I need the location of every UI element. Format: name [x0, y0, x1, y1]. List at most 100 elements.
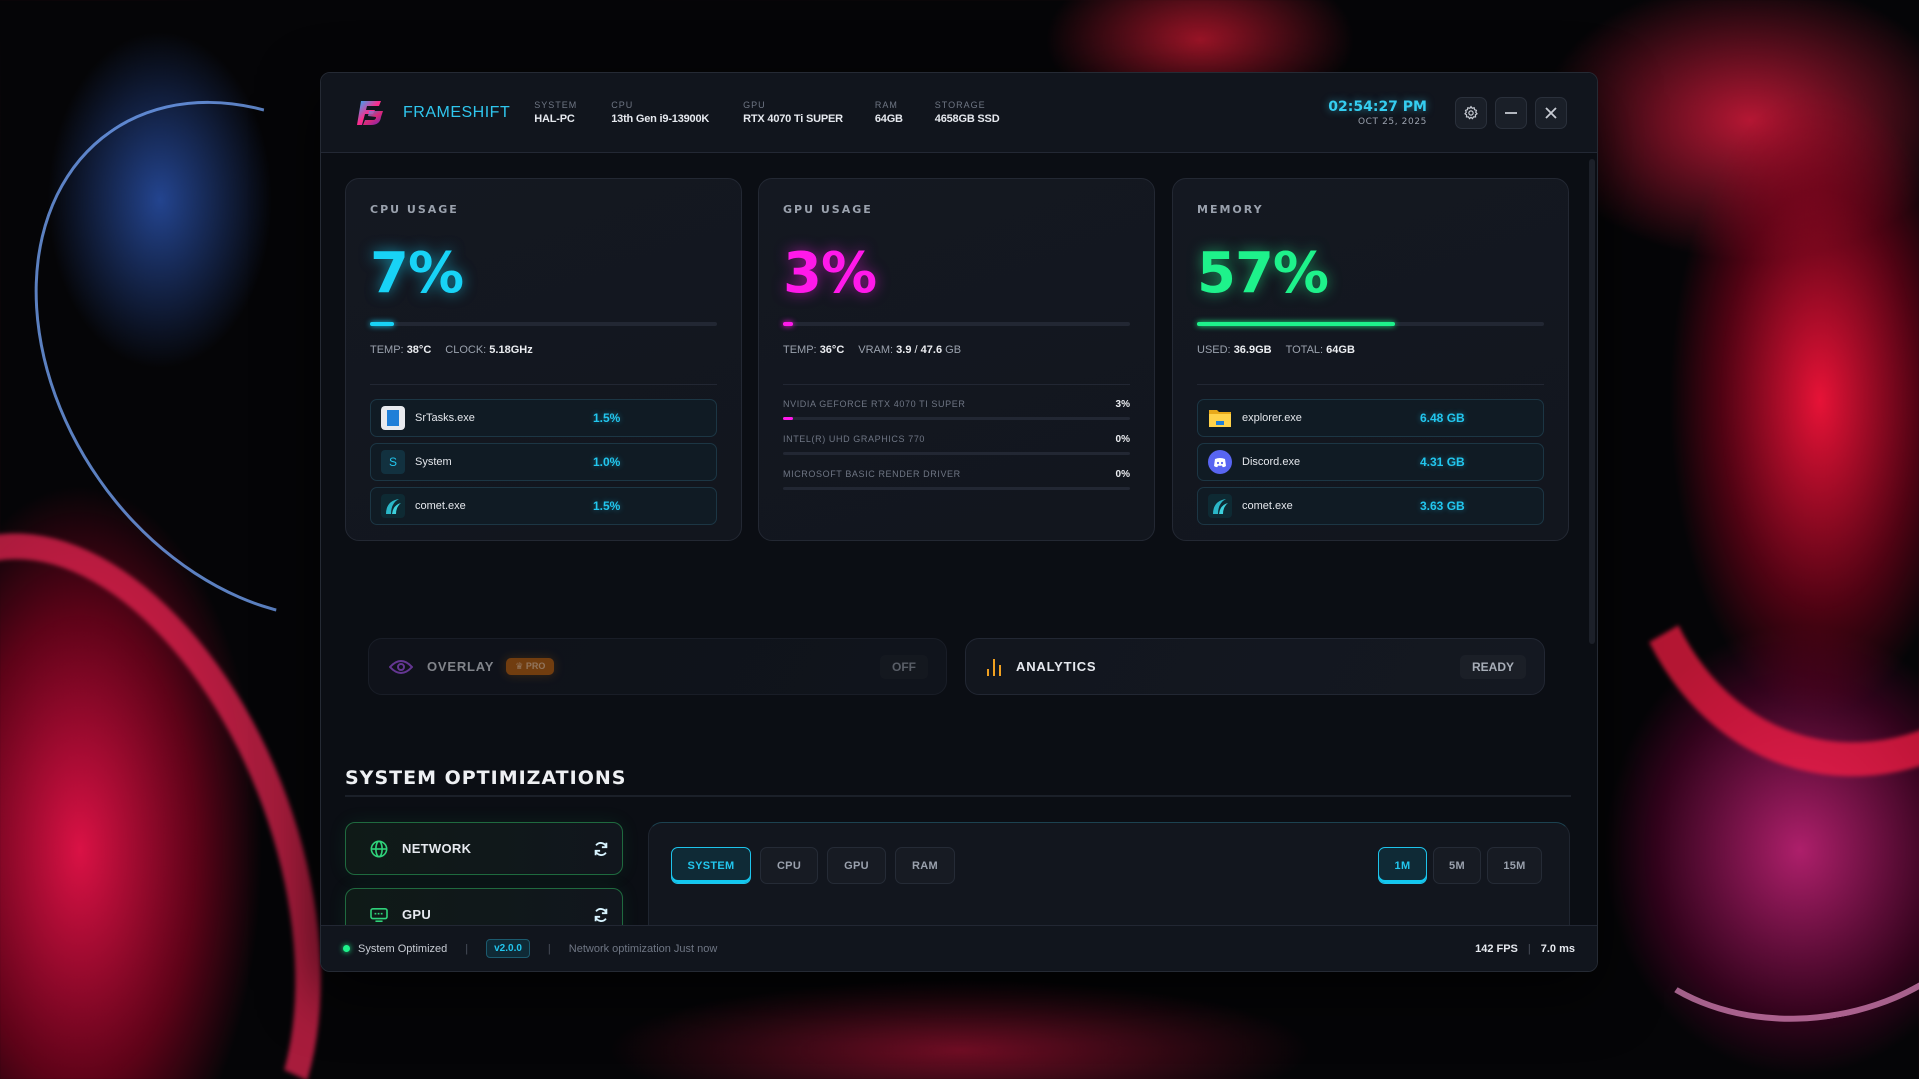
app-brand: FRAMESHIFT — [403, 103, 511, 121]
gpu-usage-card: GPU USAGE 3% TEMP: 36°C VRAM: 3.9 / 47.6 … — [758, 178, 1155, 541]
eye-icon — [389, 659, 413, 674]
adapter-value: 0% — [1115, 434, 1130, 445]
frametime-value: 7.0 ms — [1540, 942, 1575, 955]
spec-storage: STORAGE 4658GB SSD — [935, 100, 1000, 125]
comet-icon — [381, 494, 405, 518]
refresh-icon[interactable] — [592, 840, 610, 858]
frameshift-logo-icon — [357, 100, 383, 125]
tab-system[interactable]: SYSTEM — [671, 847, 751, 884]
adapter-bar — [783, 452, 1130, 455]
range-1m[interactable]: 1M — [1378, 847, 1427, 884]
card-title: GPU USAGE — [783, 203, 873, 216]
globe-icon — [370, 840, 388, 857]
system-s-icon: S — [381, 450, 405, 474]
gear-icon — [1464, 105, 1478, 119]
process-row[interactable]: SrTasks.exe 1.5% — [370, 399, 717, 437]
window-app-icon — [381, 406, 405, 430]
tab-cpu[interactable]: CPU — [760, 847, 818, 884]
cpu-temp: 38°C — [406, 344, 432, 356]
adapter-name: NVIDIA GEFORCE RTX 4070 TI SUPER — [783, 399, 966, 409]
vram-used: 3.9 — [896, 344, 912, 356]
cpu-usage-card: CPU USAGE 7% TEMP: 38°C CLOCK: 5.18GHz Sr… — [345, 178, 742, 541]
gpu-meta: TEMP: 36°C VRAM: 3.9 / 47.6 GB — [783, 344, 1130, 356]
spec-label: GPU — [743, 100, 766, 110]
vram-unit: GB — [945, 344, 962, 356]
process-value: 1.5% — [593, 411, 621, 425]
process-name: Discord.exe — [1242, 456, 1301, 468]
title-bar[interactable]: FRAMESHIFT SYSTEM HAL-PC CPU 13th Gen i9… — [321, 73, 1597, 153]
overlay-status[interactable]: OFF — [880, 654, 928, 679]
spec-value: 13th Gen i9-13900K — [611, 113, 710, 125]
range-5m[interactable]: 5M — [1433, 847, 1481, 884]
spec-system: SYSTEM HAL-PC — [534, 100, 577, 125]
spec-value: 64GB — [874, 113, 903, 125]
process-row[interactable]: comet.exe 1.5% — [370, 487, 717, 525]
pro-badge: ♛ PRO — [506, 658, 555, 675]
memory-usage-value: 57% — [1197, 241, 1329, 306]
spec-ram: RAM 64GB — [875, 100, 903, 125]
activity-text: Network optimization Just now — [568, 942, 718, 955]
spec-value: 4658GB SSD — [934, 113, 1000, 125]
analytics-card[interactable]: ANALYTICS READY — [965, 638, 1545, 695]
process-value: 6.48 GB — [1420, 411, 1465, 425]
range-15m[interactable]: 15M — [1487, 847, 1542, 884]
memory-meta: USED: 36.9GB TOTAL: 64GB — [1197, 344, 1544, 356]
adapter-value: 3% — [1115, 399, 1130, 410]
spec-label: SYSTEM — [534, 100, 578, 110]
adapter-bar — [783, 417, 1130, 420]
spec-gpu: GPU RTX 4070 Ti SUPER — [743, 100, 843, 125]
adapter-value: 0% — [1115, 469, 1130, 480]
divider — [370, 384, 717, 385]
separator: | — [465, 942, 469, 955]
close-icon — [1545, 106, 1557, 119]
minimize-icon — [1505, 111, 1517, 114]
memory-process-list: explorer.exe 6.48 GB Discord.exe 4.31 GB… — [1197, 399, 1544, 525]
process-name: SrTasks.exe — [415, 412, 475, 424]
cpu-process-list: SrTasks.exe 1.5% S System 1.0% comet.exe… — [370, 399, 717, 525]
refresh-icon[interactable] — [592, 906, 610, 924]
gpu-adapter-list: NVIDIA GEFORCE RTX 4070 TI SUPER 3% INTEL… — [783, 399, 1130, 490]
total-label: TOTAL: — [1285, 344, 1324, 356]
clock: 02:54:27 PM OCT 25, 2025 — [1328, 99, 1427, 127]
process-row[interactable]: explorer.exe 6.48 GB — [1197, 399, 1544, 437]
gpu-usage-value: 3% — [783, 241, 877, 306]
process-value: 4.31 GB — [1420, 455, 1465, 469]
process-name: explorer.exe — [1242, 412, 1302, 424]
scrollbar[interactable] — [1589, 159, 1595, 644]
minimize-button[interactable] — [1495, 96, 1527, 129]
gpu-adapter-row: NVIDIA GEFORCE RTX 4070 TI SUPER 3% — [783, 399, 1130, 420]
process-row[interactable]: Discord.exe 4.31 GB — [1197, 443, 1544, 481]
version-badge: v2.0.0 — [486, 939, 530, 958]
settings-button[interactable] — [1455, 96, 1487, 129]
frameshift-window: FRAMESHIFT SYSTEM HAL-PC CPU 13th Gen i9… — [320, 72, 1598, 972]
process-row[interactable]: comet.exe 3.63 GB — [1197, 487, 1544, 525]
discord-icon — [1208, 450, 1232, 474]
crown-icon: ♛ — [515, 661, 526, 671]
spec-label: STORAGE — [934, 100, 986, 110]
optimize-network-button[interactable]: NETWORK — [345, 822, 623, 875]
monitor-icon — [370, 907, 388, 922]
pro-badge-label: PRO — [525, 661, 546, 671]
process-row[interactable]: S System 1.0% — [370, 443, 717, 481]
spec-label: RAM — [874, 100, 898, 110]
process-name: comet.exe — [1242, 500, 1293, 512]
analytics-status: READY — [1459, 654, 1526, 679]
overlay-label: OVERLAY — [427, 659, 495, 674]
optimize-label: NETWORK — [402, 841, 472, 856]
separator: | — [547, 942, 551, 955]
vram-label: VRAM: — [858, 344, 894, 356]
spec-value: RTX 4070 Ti SUPER — [743, 113, 843, 125]
analytics-label: ANALYTICS — [1016, 659, 1097, 674]
clock-date: OCT 25, 2025 — [1357, 116, 1427, 127]
process-value: 1.5% — [593, 499, 621, 513]
cpu-usage-bar — [370, 322, 717, 326]
card-title: MEMORY — [1197, 203, 1264, 216]
divider — [1197, 384, 1544, 385]
optimize-gpu-button[interactable]: GPU — [345, 888, 623, 925]
overlay-toggle-card[interactable]: OVERLAY ♛ PRO OFF — [368, 638, 947, 695]
adapter-name: MICROSOFT BASIC RENDER DRIVER — [783, 469, 961, 479]
comet-icon — [1208, 494, 1232, 518]
tab-ram[interactable]: RAM — [895, 847, 955, 884]
close-button[interactable] — [1535, 96, 1567, 129]
tab-gpu[interactable]: GPU — [827, 847, 886, 884]
